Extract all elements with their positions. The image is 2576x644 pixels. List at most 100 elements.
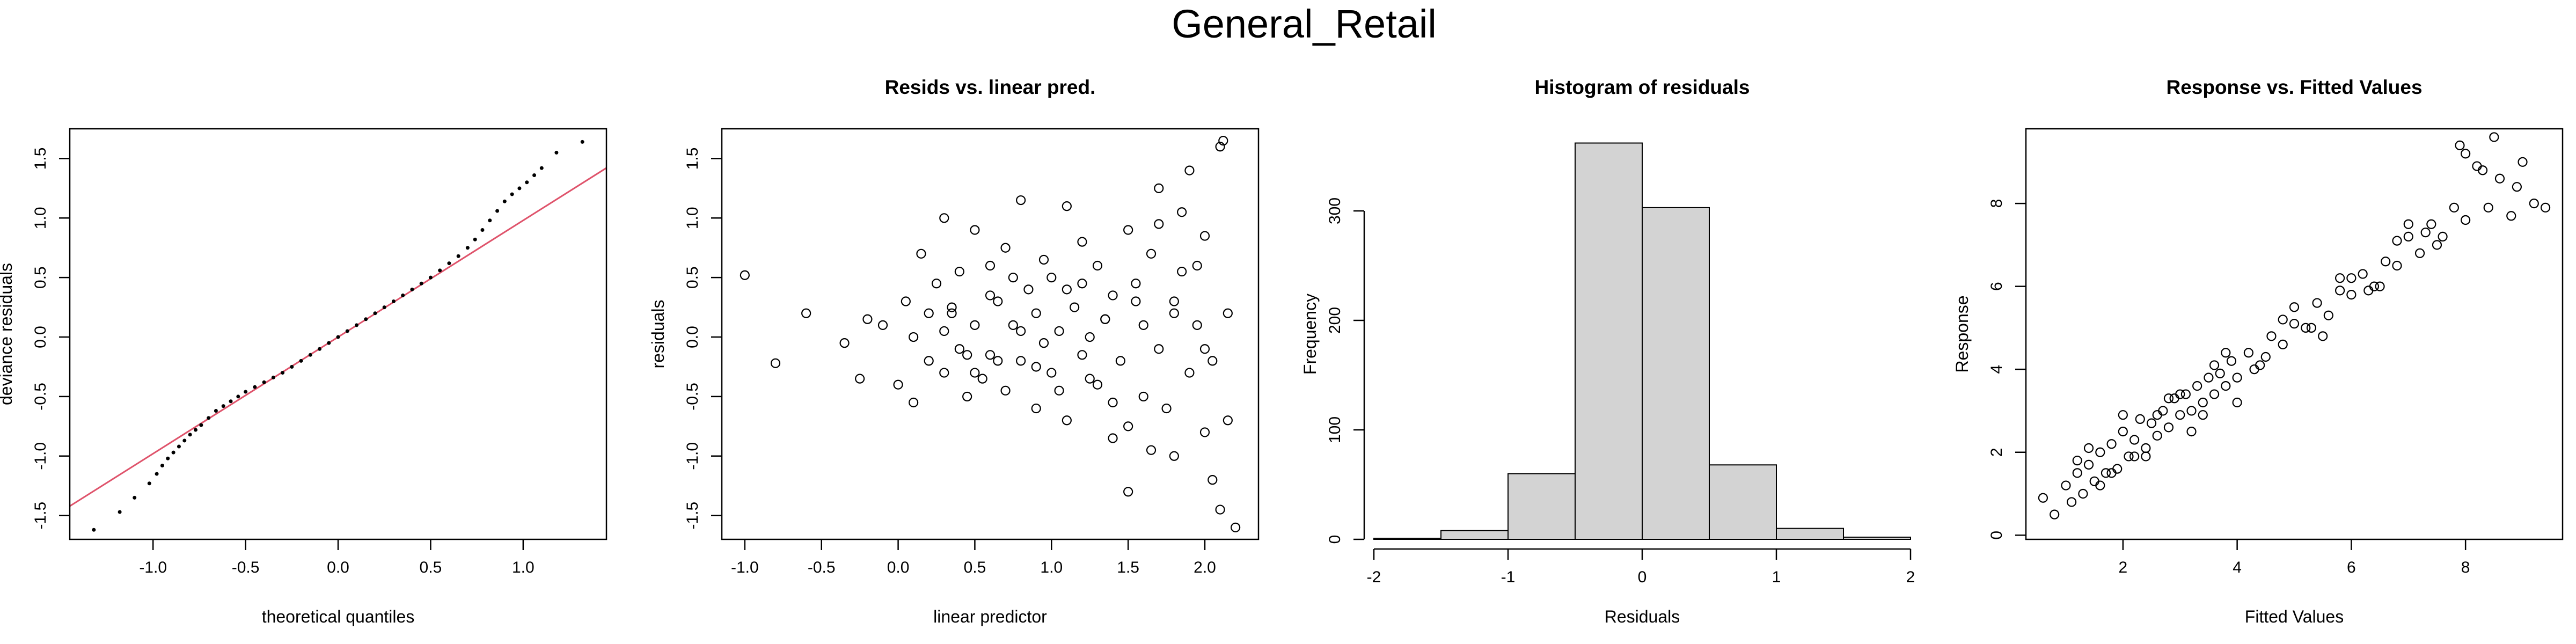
panels: -1.0 -0.5 0.0 0.5 1.0 theoretical quantiles -1… xyxy=(0,76,2564,626)
data-point xyxy=(2095,447,2105,457)
data-point xyxy=(2192,380,2202,391)
data-point xyxy=(271,375,275,379)
data-point xyxy=(2335,286,2345,296)
data-point xyxy=(1016,195,1026,206)
data-point xyxy=(327,341,331,345)
data-point xyxy=(391,299,396,304)
data-point xyxy=(456,254,460,258)
data-point xyxy=(924,308,934,318)
histogram-bar xyxy=(1642,207,1710,540)
data-point xyxy=(373,311,377,316)
data-point xyxy=(517,186,522,191)
data-point xyxy=(939,368,949,378)
data-point xyxy=(2426,219,2436,229)
data-point xyxy=(92,528,96,532)
y-tick-label: -1.0 xyxy=(32,442,49,470)
data-point xyxy=(2072,468,2082,478)
data-point xyxy=(188,433,192,437)
data-point xyxy=(2318,331,2328,341)
x-tick-label: -2 xyxy=(1367,568,1381,586)
panel-3: Histogram of residuals -2 -1 0 1 2 Residuals 0 1… xyxy=(1300,76,1915,626)
y-tick-label: 2 xyxy=(1988,448,2006,457)
data-point xyxy=(2095,480,2105,491)
y-tick-label: 1.5 xyxy=(684,148,701,170)
data-point xyxy=(1062,201,1072,211)
y-tick-label: -1.5 xyxy=(684,502,701,530)
data-point xyxy=(2083,443,2094,453)
y-axis: -1.5 -1.0 -0.5 0.0 0.5 1.0 1.5 xyxy=(32,148,70,530)
data-point xyxy=(2363,286,2374,296)
data-point xyxy=(1016,326,1026,336)
data-point xyxy=(947,302,957,312)
y-axis: -1.5 -1.0 -0.5 0.0 0.5 1.0 1.5 xyxy=(684,148,722,530)
x-tick-label: 2.0 xyxy=(1194,559,1216,576)
data-point xyxy=(1192,320,1202,330)
data-point xyxy=(281,371,285,375)
data-point xyxy=(480,228,485,232)
data-point xyxy=(1054,385,1064,396)
data-point xyxy=(2529,198,2539,209)
data-point xyxy=(133,495,137,500)
data-point xyxy=(1184,368,1195,378)
y-tick-label: 6 xyxy=(1988,282,2006,291)
data-point xyxy=(970,225,980,235)
plot-frame xyxy=(69,128,608,540)
data-point xyxy=(1023,284,1034,295)
data-point xyxy=(2072,456,2082,466)
panel-4: Response vs. Fitted Values 2 4 6 8 Fitted Val… xyxy=(1952,76,2564,626)
histogram-bar xyxy=(1373,537,1441,540)
data-point xyxy=(939,213,949,223)
data-point xyxy=(2489,132,2499,142)
x-axis-label: linear predictor xyxy=(933,607,1047,626)
data-point xyxy=(2403,219,2413,229)
data-point xyxy=(2061,480,2071,491)
data-point xyxy=(199,423,203,427)
data-point xyxy=(740,270,750,280)
data-point xyxy=(428,275,433,280)
data-point xyxy=(1154,183,1164,193)
x-axis: -1.0 -0.5 0.0 0.5 1.0 1.5 2.0 xyxy=(731,539,1216,576)
data-point xyxy=(2106,439,2117,449)
y-axis: 0 100 200 300 xyxy=(1326,197,1365,544)
data-point xyxy=(160,464,164,468)
plot-data xyxy=(740,136,1241,532)
data-point xyxy=(2414,248,2425,258)
data-point xyxy=(539,166,544,170)
data-point xyxy=(2392,260,2402,271)
data-point xyxy=(2243,348,2253,358)
data-point xyxy=(2472,161,2482,171)
data-point xyxy=(939,326,949,336)
x-tick-label: -0.5 xyxy=(808,559,836,576)
data-point xyxy=(970,368,980,378)
data-point xyxy=(2461,149,2471,159)
data-point xyxy=(118,510,122,514)
data-point xyxy=(2101,468,2111,478)
data-point xyxy=(2477,165,2488,175)
data-point xyxy=(2260,352,2271,362)
data-point xyxy=(1016,356,1026,366)
x-axis: -2 -1 0 1 2 xyxy=(1367,548,1915,586)
y-tick-label: 1.0 xyxy=(32,207,49,229)
data-point xyxy=(1131,296,1141,306)
data-point xyxy=(1031,362,1041,372)
data-point xyxy=(1215,142,1225,152)
data-point xyxy=(2289,302,2300,312)
x-axis: 2 4 6 8 xyxy=(2119,539,2470,576)
data-point xyxy=(2152,410,2162,420)
data-point xyxy=(502,199,507,203)
data-point xyxy=(2232,372,2242,383)
data-point xyxy=(954,266,964,277)
histogram-bar xyxy=(1776,528,1844,540)
data-point xyxy=(2323,310,2333,320)
y-tick-label: -0.5 xyxy=(32,383,49,411)
data-point xyxy=(2301,323,2311,333)
data-point xyxy=(1031,403,1041,414)
data-point xyxy=(465,246,470,250)
x-tick-label: 0.5 xyxy=(420,559,442,576)
y-tick-label: 300 xyxy=(1326,197,1344,224)
data-point xyxy=(2209,389,2220,399)
x-tick-label: 1.0 xyxy=(512,559,535,576)
data-point xyxy=(2118,426,2128,437)
data-point xyxy=(2358,269,2368,279)
